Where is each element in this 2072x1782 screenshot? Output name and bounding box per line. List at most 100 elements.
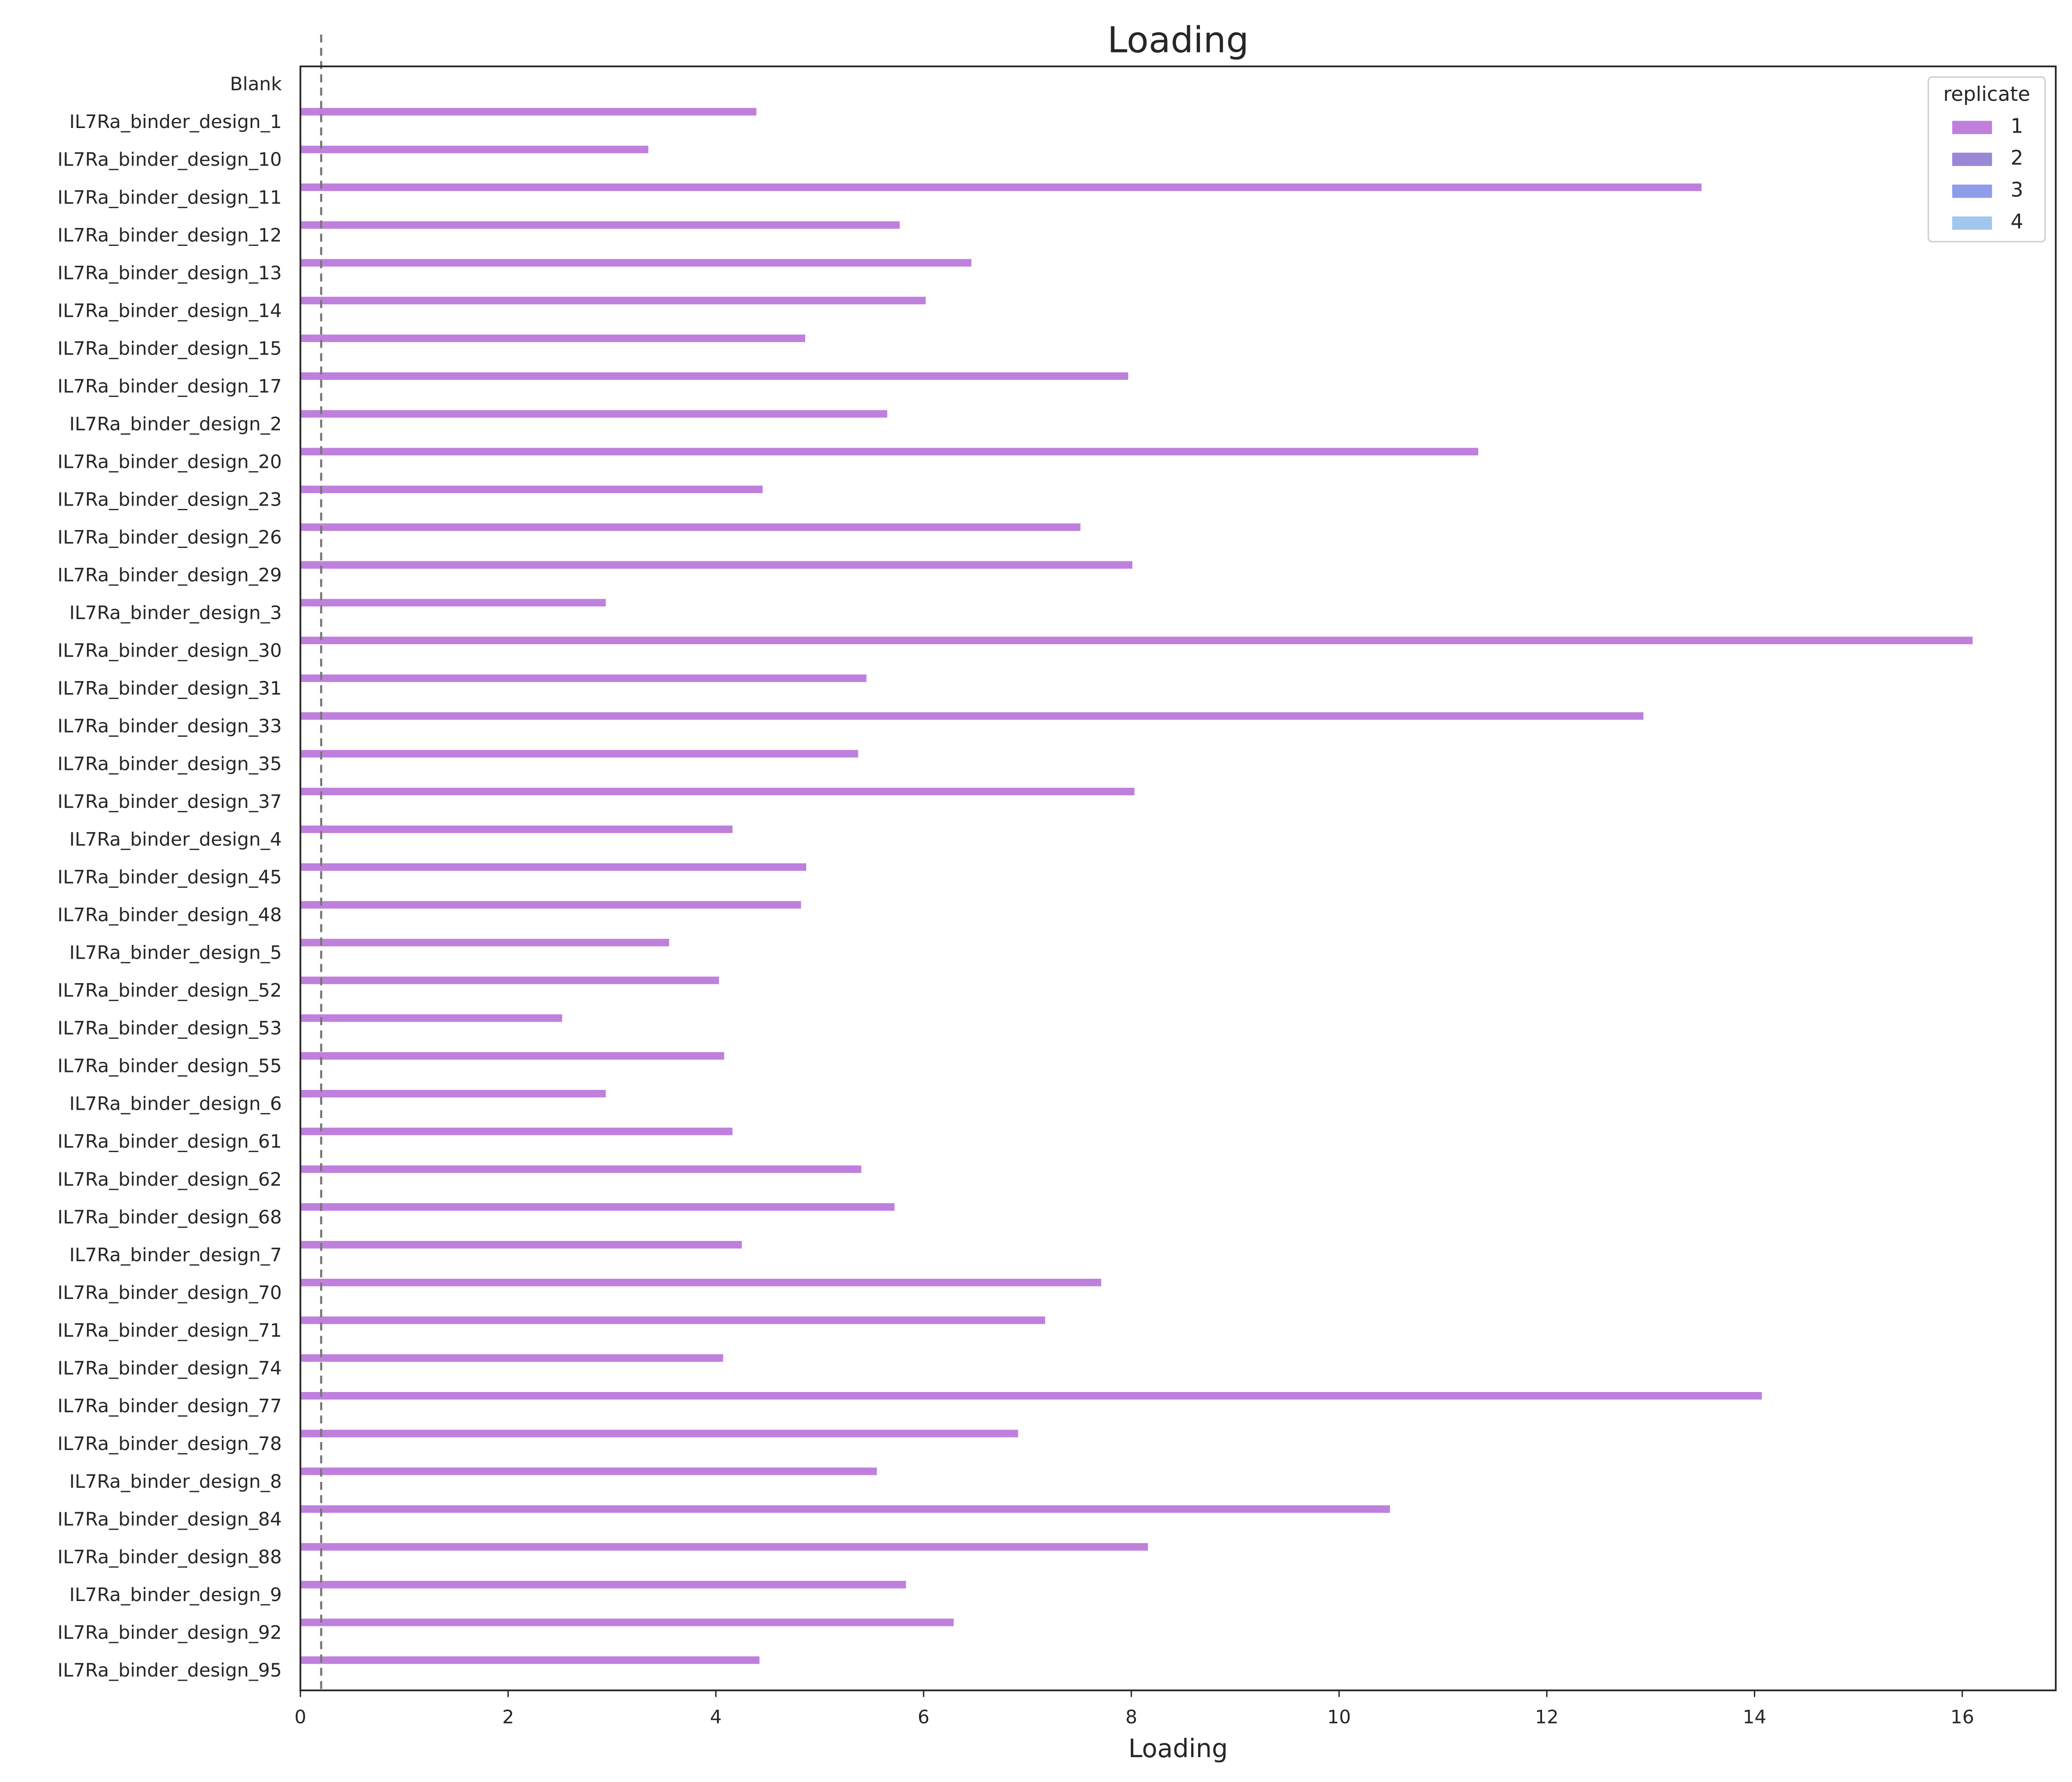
bar xyxy=(300,636,1973,645)
x-tick-label: 2 xyxy=(502,1706,514,1728)
y-tick-label: IL7Ra_binder_design_14 xyxy=(58,300,282,321)
legend-label: 3 xyxy=(2011,179,2024,202)
x-tick-label: 16 xyxy=(1950,1706,1974,1728)
bar xyxy=(300,1240,742,1249)
bar xyxy=(300,1165,861,1173)
bar xyxy=(300,410,887,418)
legend-swatch xyxy=(1952,216,1992,230)
x-tick-label: 8 xyxy=(1125,1706,1137,1728)
bar xyxy=(300,183,1702,191)
legend-title: replicate xyxy=(1943,83,2030,106)
bar xyxy=(300,146,649,153)
bar xyxy=(300,674,867,682)
y-tick-label: IL7Ra_binder_design_10 xyxy=(58,149,282,170)
y-tick-label: IL7Ra_binder_design_52 xyxy=(58,980,282,1002)
bar xyxy=(300,938,669,947)
y-tick-label: IL7Ra_binder_design_33 xyxy=(58,716,282,737)
y-tick-label: IL7Ra_binder_design_6 xyxy=(70,1093,282,1115)
x-tick-label: 4 xyxy=(710,1706,722,1728)
y-tick-label: IL7Ra_binder_design_15 xyxy=(58,338,282,359)
y-tick-label: IL7Ra_binder_design_35 xyxy=(58,753,282,775)
bar xyxy=(300,901,801,909)
y-tick-label: IL7Ra_binder_design_9 xyxy=(70,1584,282,1606)
bar xyxy=(300,108,757,116)
plot-frame xyxy=(299,65,2057,1691)
x-tick-label: 6 xyxy=(918,1706,930,1728)
x-axis-label: Loading xyxy=(1128,1734,1228,1763)
y-tick-label: IL7Ra_binder_design_3 xyxy=(70,602,282,623)
y-tick-label: IL7Ra_binder_design_8 xyxy=(70,1471,282,1492)
bar xyxy=(300,1052,724,1060)
legend-label: 4 xyxy=(2011,210,2024,233)
bar xyxy=(300,1619,954,1626)
bar xyxy=(300,334,805,342)
legend: replicate 1 2 3 4 xyxy=(1927,76,2046,243)
y-tick-label: IL7Ra_binder_design_26 xyxy=(58,526,282,548)
y-tick-label: IL7Ra_binder_design_5 xyxy=(70,942,282,964)
y-tick-label: IL7Ra_binder_design_12 xyxy=(58,224,282,246)
bar xyxy=(300,976,719,984)
y-tick-label: IL7Ra_binder_design_71 xyxy=(58,1320,282,1341)
bar xyxy=(300,1279,1101,1287)
y-tick-label: IL7Ra_binder_design_61 xyxy=(58,1131,282,1153)
y-tick-label: IL7Ra_binder_design_68 xyxy=(58,1206,282,1228)
y-tick-label: IL7Ra_binder_design_20 xyxy=(58,451,282,472)
y-tick-label: IL7Ra_binder_design_4 xyxy=(70,829,282,850)
legend-swatch xyxy=(1952,152,1992,166)
bar xyxy=(300,1354,723,1362)
y-tick-label: IL7Ra_binder_design_77 xyxy=(58,1395,282,1417)
y-tick-label: IL7Ra_binder_design_95 xyxy=(58,1660,282,1681)
y-tick-label: IL7Ra_binder_design_13 xyxy=(58,262,282,284)
y-tick-label: IL7Ra_binder_design_2 xyxy=(70,413,282,435)
bar xyxy=(300,1581,906,1589)
y-tick-label: IL7Ra_binder_design_92 xyxy=(58,1622,282,1643)
y-tick-label: IL7Ra_binder_design_29 xyxy=(58,564,282,586)
legend-label: 2 xyxy=(2011,147,2024,170)
legend-label: 1 xyxy=(2011,115,2024,138)
bar xyxy=(300,221,900,229)
bar xyxy=(300,863,806,871)
y-tick-label: IL7Ra_binder_design_74 xyxy=(58,1357,282,1379)
y-tick-label: IL7Ra_binder_design_48 xyxy=(58,904,282,926)
chart-title: Loading xyxy=(1107,20,1249,61)
bar xyxy=(300,599,606,607)
bar xyxy=(300,1316,1045,1324)
y-tick-label: IL7Ra_binder_design_7 xyxy=(70,1244,282,1266)
bar xyxy=(300,1203,895,1211)
y-tick-label: IL7Ra_binder_design_23 xyxy=(58,489,282,510)
bar xyxy=(300,259,972,267)
y-tick-label: IL7Ra_binder_design_53 xyxy=(58,1018,282,1039)
bar xyxy=(300,1505,1390,1513)
y-tick-label: IL7Ra_binder_design_55 xyxy=(58,1055,282,1077)
bar xyxy=(300,712,1644,720)
y-tick-label: IL7Ra_binder_design_45 xyxy=(58,867,282,888)
legend-swatch xyxy=(1952,184,1992,198)
bar xyxy=(300,1430,1019,1438)
y-tick-label: IL7Ra_binder_design_11 xyxy=(58,186,282,208)
y-tick-label: IL7Ra_binder_design_17 xyxy=(58,375,282,397)
x-tick-label: 10 xyxy=(1327,1706,1351,1728)
bar xyxy=(300,787,1135,796)
legend-swatch xyxy=(1952,121,1992,134)
x-tick-label: 14 xyxy=(1743,1706,1766,1728)
y-tick-label: IL7Ra_binder_design_62 xyxy=(58,1169,282,1190)
bar xyxy=(300,1089,606,1098)
y-tick-label: IL7Ra_binder_design_84 xyxy=(58,1508,282,1530)
bar xyxy=(300,297,926,304)
bar xyxy=(300,561,1133,569)
bar xyxy=(300,1656,760,1664)
bar xyxy=(300,485,763,494)
y-tick-label: Blank xyxy=(230,73,282,95)
bar xyxy=(300,1543,1148,1551)
x-tick-label: 0 xyxy=(295,1706,307,1728)
y-tick-label: IL7Ra_binder_design_1 xyxy=(70,111,282,133)
y-tick-label: IL7Ra_binder_design_31 xyxy=(58,678,282,699)
bar xyxy=(300,825,733,833)
y-tick-label: IL7Ra_binder_design_88 xyxy=(58,1546,282,1568)
y-tick-label: IL7Ra_binder_design_78 xyxy=(58,1433,282,1455)
bar xyxy=(300,1014,562,1022)
bar xyxy=(300,1392,1762,1400)
bar xyxy=(300,448,1478,455)
y-tick-label: IL7Ra_binder_design_30 xyxy=(58,640,282,661)
